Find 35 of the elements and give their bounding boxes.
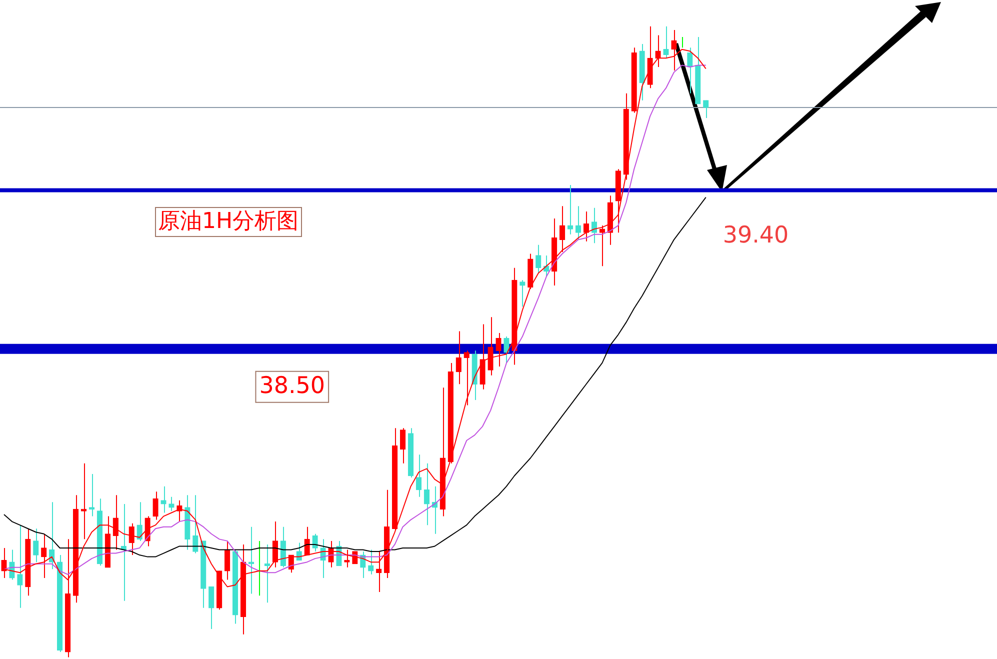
candlestick [464,350,470,406]
candlestick [480,324,486,390]
text: 原油1H分析图 [155,207,302,237]
candlestick [567,184,574,235]
candlestick [248,526,254,594]
ref-line-label: 39.40 [722,222,789,248]
candlestick [583,210,590,242]
candlestick [456,330,462,385]
candlestick [168,496,174,512]
candlestick [496,332,502,368]
candlestick [41,533,47,578]
candlestick [687,47,693,94]
ref-line-label: 38.50 [259,372,326,399]
candlestick [224,540,230,580]
candlestick [663,26,669,59]
candlestick [599,225,606,267]
candlestick [328,540,334,568]
candlestick [208,586,214,630]
candlestick [424,462,430,526]
candlestick [33,528,39,563]
candlestick [504,336,510,364]
candlestick [144,516,150,547]
candlestick [160,486,166,514]
candlestick [152,491,158,520]
candlestick [703,100,709,119]
candlestick [559,206,566,252]
candlestick [416,454,422,498]
candlestick [400,428,406,464]
candlestick [304,526,310,556]
candlestick [536,244,542,274]
candlestick [312,533,318,552]
candlestick [17,524,23,608]
candlestick [575,206,582,240]
candlestick [488,316,494,376]
candlestick [520,280,526,308]
